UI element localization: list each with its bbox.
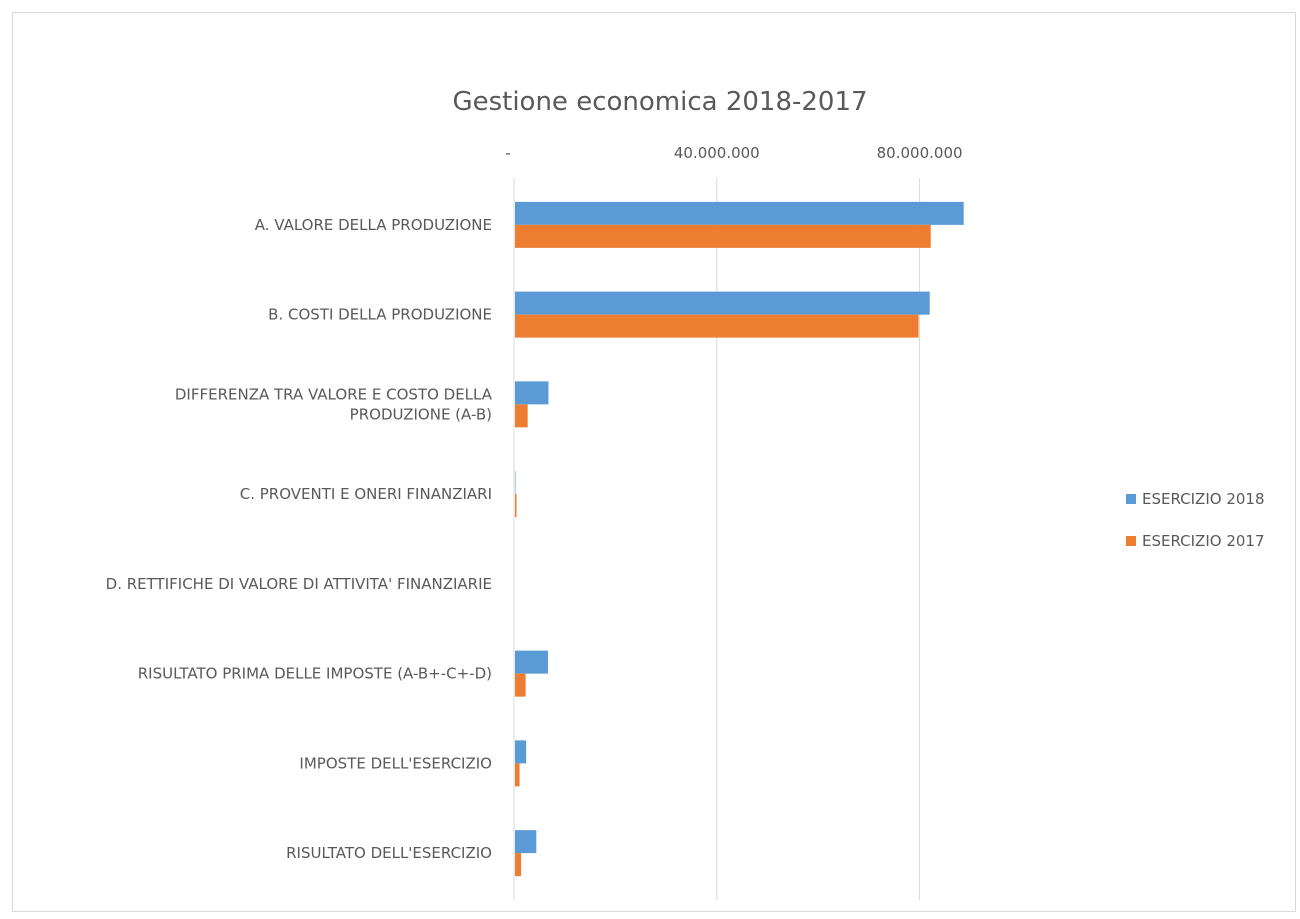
bar (515, 314, 919, 338)
chart-title: Gestione economica 2018-2017 (452, 87, 867, 117)
category-label: A. VALORE DELLA PRODUZIONE (255, 216, 492, 234)
bar (515, 201, 964, 225)
legend-swatch (1126, 494, 1136, 504)
category-label: RISULTATO DELL'ESERCIZIO (286, 844, 492, 862)
legend-swatch (1126, 536, 1136, 546)
bar (515, 673, 526, 697)
bar (515, 853, 522, 877)
category-label: B. COSTI DELLA PRODUZIONE (268, 306, 492, 324)
bar (515, 404, 528, 428)
category-label: IMPOSTE DELL'ESERCIZIO (299, 754, 492, 772)
bar (515, 471, 516, 495)
category-label: DIFFERENZA TRA VALORE E COSTO DELLA (175, 385, 493, 403)
bar (515, 763, 520, 787)
tick-label: 80.000.000 (877, 144, 963, 162)
bar (515, 224, 931, 248)
bar (515, 291, 930, 315)
category-label: PRODUZIONE (A-B) (350, 405, 492, 423)
category-labels: A. VALORE DELLA PRODUZIONE B. COSTI DELLA… (106, 216, 493, 862)
bar (515, 740, 527, 764)
tick-label: 40.000.000 (674, 144, 760, 162)
axis-ticks: - 40.000.000 80.000.000 (505, 144, 962, 162)
category-label: D. RETTIFICHE DI VALORE DI ATTIVITA' FIN… (106, 575, 492, 593)
legend-label: ESERCIZIO 2017 (1142, 532, 1265, 550)
tick-label: - (505, 144, 510, 162)
bar (515, 381, 549, 405)
legend-label: ESERCIZIO 2018 (1142, 490, 1265, 508)
chart-frame (12, 12, 1296, 912)
legend: ESERCIZIO 2018 ESERCIZIO 2017 (1126, 490, 1265, 550)
bar (515, 494, 517, 518)
gridlines (513, 178, 921, 900)
bar (515, 830, 537, 854)
bars (515, 201, 964, 877)
bar (515, 650, 548, 674)
category-label: C. PROVENTI E ONERI FINANZIARI (240, 485, 492, 503)
category-label: RISULTATO PRIMA DELLE IMPOSTE (A-B+-C+-D… (138, 665, 492, 683)
